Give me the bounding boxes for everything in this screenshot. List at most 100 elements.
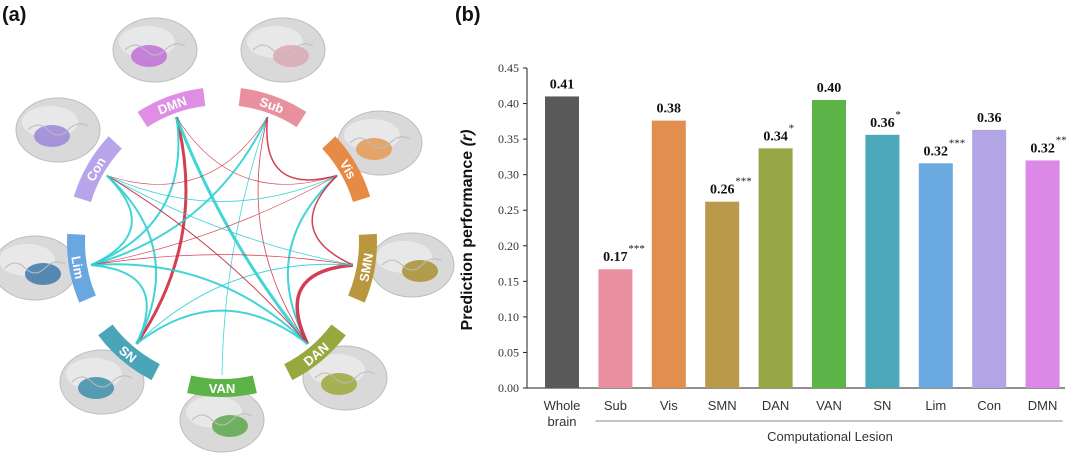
panel-label-a: (a) — [2, 4, 27, 26]
significance-stars: * — [789, 122, 795, 134]
x-tick-label: Sub — [604, 398, 627, 413]
chord-sub-van — [221, 116, 268, 376]
y-tick-label: 0.05 — [498, 345, 519, 359]
chord-dmn-sn — [135, 116, 188, 345]
brain-sub — [240, 17, 326, 83]
y-tick-label: 0.35 — [498, 132, 519, 146]
significance-stars: *** — [628, 243, 645, 255]
bar-dmn — [1025, 160, 1060, 388]
chord-smn-con — [106, 175, 354, 266]
data-label: 0.32 — [1030, 141, 1055, 156]
bar-whole-brain — [545, 96, 579, 388]
x-tick-label: SN — [873, 398, 891, 413]
network-segment-dan — [283, 324, 346, 381]
bar-smn — [705, 201, 740, 388]
brain-dan — [302, 345, 388, 411]
chord-sub-lim — [90, 116, 269, 267]
network-segment-sub — [238, 88, 307, 128]
chord-smn-sn — [136, 263, 354, 345]
y-axis-label-text: Prediction performance — [459, 151, 476, 331]
bar-sub — [598, 269, 633, 388]
y-tick-label: 0.20 — [498, 239, 519, 253]
x-tick-label: VAN — [816, 398, 842, 413]
x-tick-label: Con — [977, 398, 1001, 413]
data-label: 0.17 — [603, 250, 628, 265]
significance-stars: *** — [949, 137, 966, 149]
significance-stars: ** — [1056, 134, 1067, 146]
network-label: Sub — [258, 94, 286, 117]
chord-lim-sn — [90, 264, 148, 345]
chord-vis-dan — [286, 174, 338, 345]
y-tick-label: 0.10 — [498, 310, 519, 324]
chord-dmn-vis — [176, 116, 338, 185]
chord-smn-dan — [295, 263, 354, 345]
group-label: Computational Lesion — [767, 429, 893, 444]
y-axis-label: Prediction performance (r) — [459, 130, 476, 331]
bar-sn — [865, 134, 900, 388]
network-label: SMN — [356, 252, 376, 283]
data-label: 0.34 — [763, 129, 788, 144]
x-tick-label: SMN — [708, 398, 737, 413]
network-segment-con — [73, 136, 122, 203]
brain-sn — [59, 349, 145, 415]
network-segment-dmn — [137, 88, 206, 128]
chord-sub-dan — [257, 116, 308, 345]
data-label: 0.36 — [870, 116, 895, 131]
bar-van — [812, 100, 846, 388]
chord-dan-lim — [90, 263, 309, 345]
chord-sub-con — [106, 116, 268, 185]
data-label: 0.32 — [924, 144, 949, 159]
data-label: 0.36 — [977, 111, 1002, 126]
network-label: Lim — [68, 255, 87, 280]
brain-smn — [369, 232, 455, 298]
y-tick-label: 0.25 — [498, 203, 519, 217]
brain-dmn — [112, 17, 198, 83]
y-tick-label: 0.40 — [498, 97, 519, 111]
network-segment-sn — [98, 324, 161, 381]
network-segment-lim — [67, 233, 96, 303]
panel-label-b: (b) — [455, 4, 481, 26]
data-label: 0.40 — [817, 81, 842, 96]
x-tick-label: DAN — [762, 398, 789, 413]
chord-con-sn — [106, 174, 158, 345]
x-tick-label: DMN — [1028, 398, 1058, 413]
y-tick-label: 0.45 — [498, 61, 519, 75]
chord-dan-sn — [135, 309, 309, 345]
network-segment-smn — [348, 233, 377, 303]
data-label: 0.41 — [550, 77, 575, 92]
chord-sub-vis — [266, 116, 338, 181]
chord-smn-lim — [90, 254, 354, 266]
y-tick-label: 0.00 — [498, 381, 519, 395]
bar-lim — [918, 163, 953, 388]
y-axis-label-symbol: (r) — [459, 130, 476, 147]
chord-vis-con — [106, 175, 338, 202]
x-tick-label: brain — [548, 414, 577, 429]
significance-stars: * — [895, 109, 901, 121]
y-tick-label: 0.15 — [498, 274, 519, 288]
y-tick-label: 0.30 — [498, 168, 519, 182]
network-label: VAN — [209, 381, 235, 396]
network-segment-van — [187, 375, 257, 397]
chord-dmn-lim — [90, 116, 180, 267]
brain-van — [179, 387, 265, 453]
chord-dan-con — [106, 175, 308, 345]
bar-con — [972, 129, 1007, 388]
network-segment-vis — [322, 136, 371, 203]
significance-stars: *** — [735, 176, 752, 188]
bar-vis — [651, 120, 686, 388]
brain-lim — [0, 235, 78, 301]
brain-vis — [337, 110, 423, 176]
chord-con-lim — [90, 174, 133, 267]
data-label: 0.38 — [657, 102, 682, 117]
x-tick-label: Lim — [925, 398, 946, 413]
brain-con — [15, 97, 101, 163]
data-label: 0.26 — [710, 183, 735, 198]
chord-dmn-dan — [175, 116, 309, 345]
x-tick-label: Vis — [660, 398, 678, 413]
x-tick-label: Whole — [544, 398, 581, 413]
chord-vis-smn — [311, 174, 354, 266]
bar-dan — [758, 148, 793, 388]
chord-vis-lim — [90, 175, 338, 266]
